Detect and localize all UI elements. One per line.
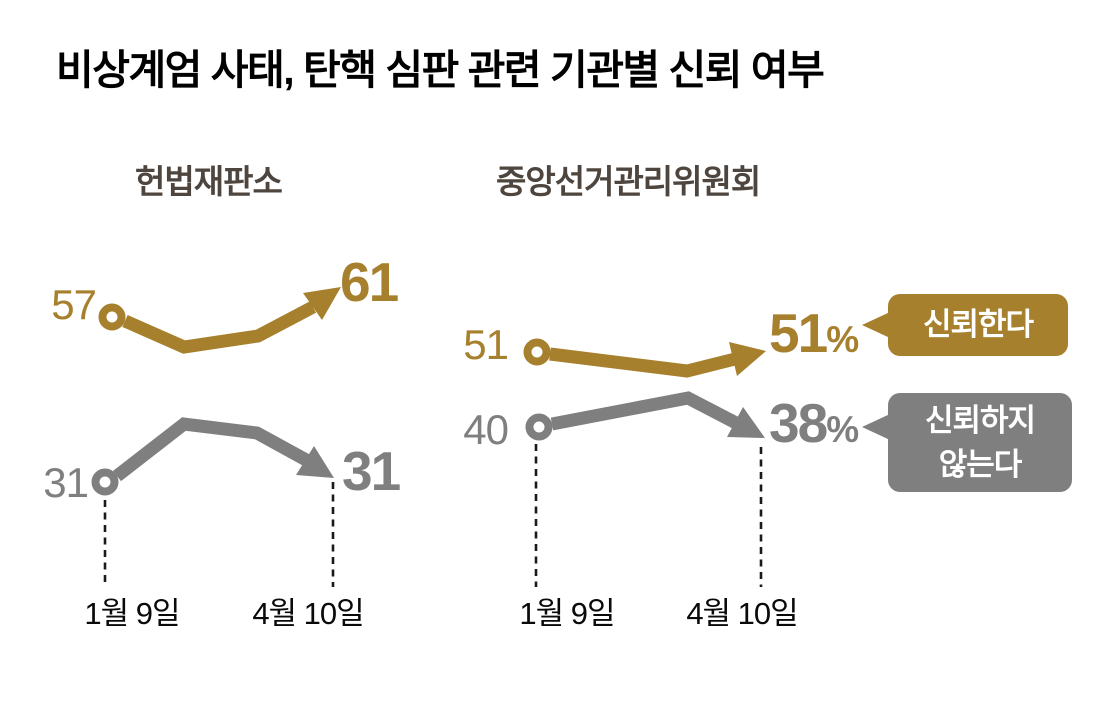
trust-line-right — [549, 347, 737, 378]
value-number: 38 — [769, 392, 828, 454]
legend-bubble-trust: 신뢰한다 — [862, 294, 1068, 356]
value-number: 61 — [340, 251, 399, 313]
value-label-left-distrust-start: 31 — [43, 459, 89, 506]
value-label-right-distrust-end: 38% — [769, 396, 859, 451]
legend-distrust-label-line2: 않는다 — [938, 446, 1023, 482]
x-tick-right-jan9: 1월 9일 — [519, 596, 615, 631]
trust-start-marker-right — [523, 338, 551, 366]
distrust-line-right — [550, 391, 741, 431]
distrust-line-left — [113, 417, 312, 482]
legend-distrust-label-line1: 신뢰하지 — [924, 403, 1036, 439]
percent-sign: % — [826, 409, 860, 450]
value-label-left-trust-end: 61 — [340, 255, 399, 310]
value-number: 51 — [769, 302, 828, 364]
value-label-right-trust-end: 51% — [769, 306, 859, 361]
x-tick-right-apr10: 4월 10일 — [686, 596, 798, 631]
value-label-right-trust-start: 51 — [463, 321, 509, 368]
legend-bubble-distrust: 신뢰하지 않는다 — [862, 393, 1072, 492]
distrust-start-marker-right — [525, 413, 553, 441]
panel-title-constitutional-court: 헌법재판소 — [135, 163, 283, 200]
trust-arrowhead-right-icon — [729, 342, 766, 376]
page-title: 비상계엄 사태, 탄핵 심판 관련 기관별 신뢰 여부 — [56, 47, 825, 93]
value-number: 31 — [342, 440, 401, 502]
trust-start-marker-left — [98, 303, 126, 331]
trust-arrowhead-left-icon — [303, 287, 341, 320]
x-tick-left-apr10: 4월 10일 — [252, 596, 364, 631]
distrust-arrowhead-right-icon — [727, 407, 765, 438]
distrust-start-marker-left — [91, 468, 119, 496]
bubble-tail-left-icon — [862, 312, 890, 338]
trust-line-left — [122, 301, 317, 354]
value-label-left-distrust-end: 31 — [342, 444, 401, 499]
value-label-right-distrust-start: 40 — [463, 406, 509, 453]
legend-trust-label: 신뢰한다 — [922, 307, 1034, 343]
percent-sign: % — [826, 319, 860, 360]
x-tick-left-jan9: 1월 9일 — [84, 596, 180, 631]
value-label-left-trust-start: 57 — [51, 281, 97, 328]
distrust-arrowhead-left-icon — [296, 446, 334, 478]
panel-title-election-commission: 중앙선거관리위원회 — [496, 163, 761, 200]
bubble-tail-left-icon — [862, 414, 890, 440]
